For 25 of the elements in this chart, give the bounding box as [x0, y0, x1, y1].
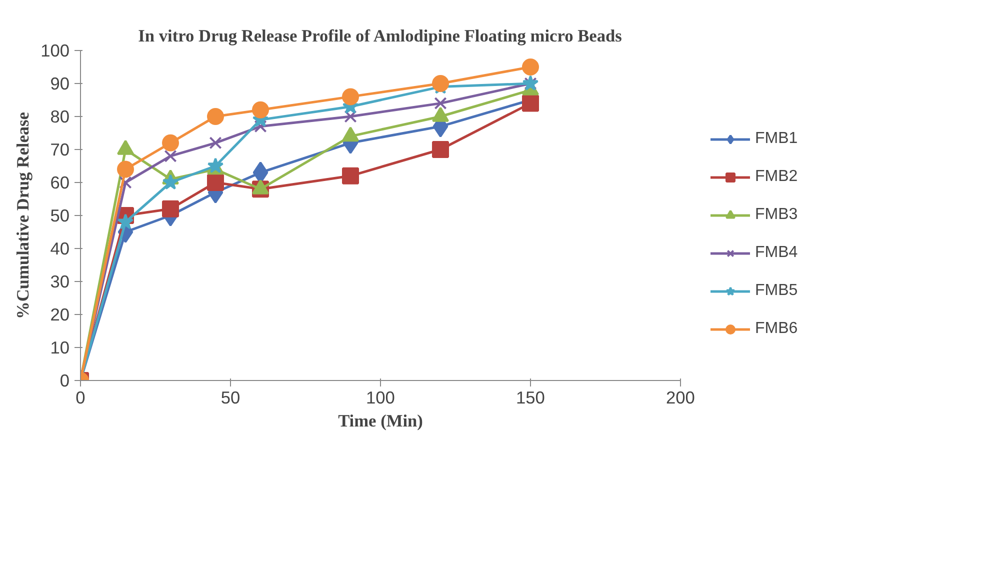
- y-tick-label: 20: [50, 304, 70, 324]
- y-tick-label: 0: [60, 370, 70, 390]
- y-tick-label: 70: [50, 140, 70, 160]
- y-tick-label: 90: [50, 74, 70, 94]
- x-tick-label: 100: [366, 388, 395, 408]
- y-tick-label: 30: [50, 272, 70, 292]
- legend-label: FMB3: [755, 206, 798, 224]
- y-tick-label: 10: [50, 338, 70, 358]
- x-tick-label: 200: [666, 388, 695, 408]
- x-tick-label: 0: [76, 388, 86, 408]
- x-tick-label: 50: [220, 388, 240, 408]
- legend-label: FMB1: [755, 130, 798, 148]
- legend-label: FMB4: [755, 244, 798, 262]
- legend-label: FMB5: [755, 282, 798, 300]
- legend-label: FMB6: [755, 320, 798, 338]
- x-tick-label: 150: [516, 388, 545, 408]
- y-tick-label: 80: [50, 106, 70, 126]
- y-tick-label: 40: [50, 238, 70, 258]
- y-tick-label: 60: [50, 172, 70, 192]
- y-tick-label: 50: [50, 206, 70, 226]
- x-axis-title: Time (Min): [338, 412, 424, 430]
- y-tick-label: 100: [40, 40, 70, 60]
- chart-title: In vitro Drug Release Profile of Amlodipine Floating micro Beads: [138, 26, 622, 46]
- legend-label: FMB2: [755, 168, 798, 186]
- y-axis-title: %Cumulative Drug Release: [14, 112, 33, 319]
